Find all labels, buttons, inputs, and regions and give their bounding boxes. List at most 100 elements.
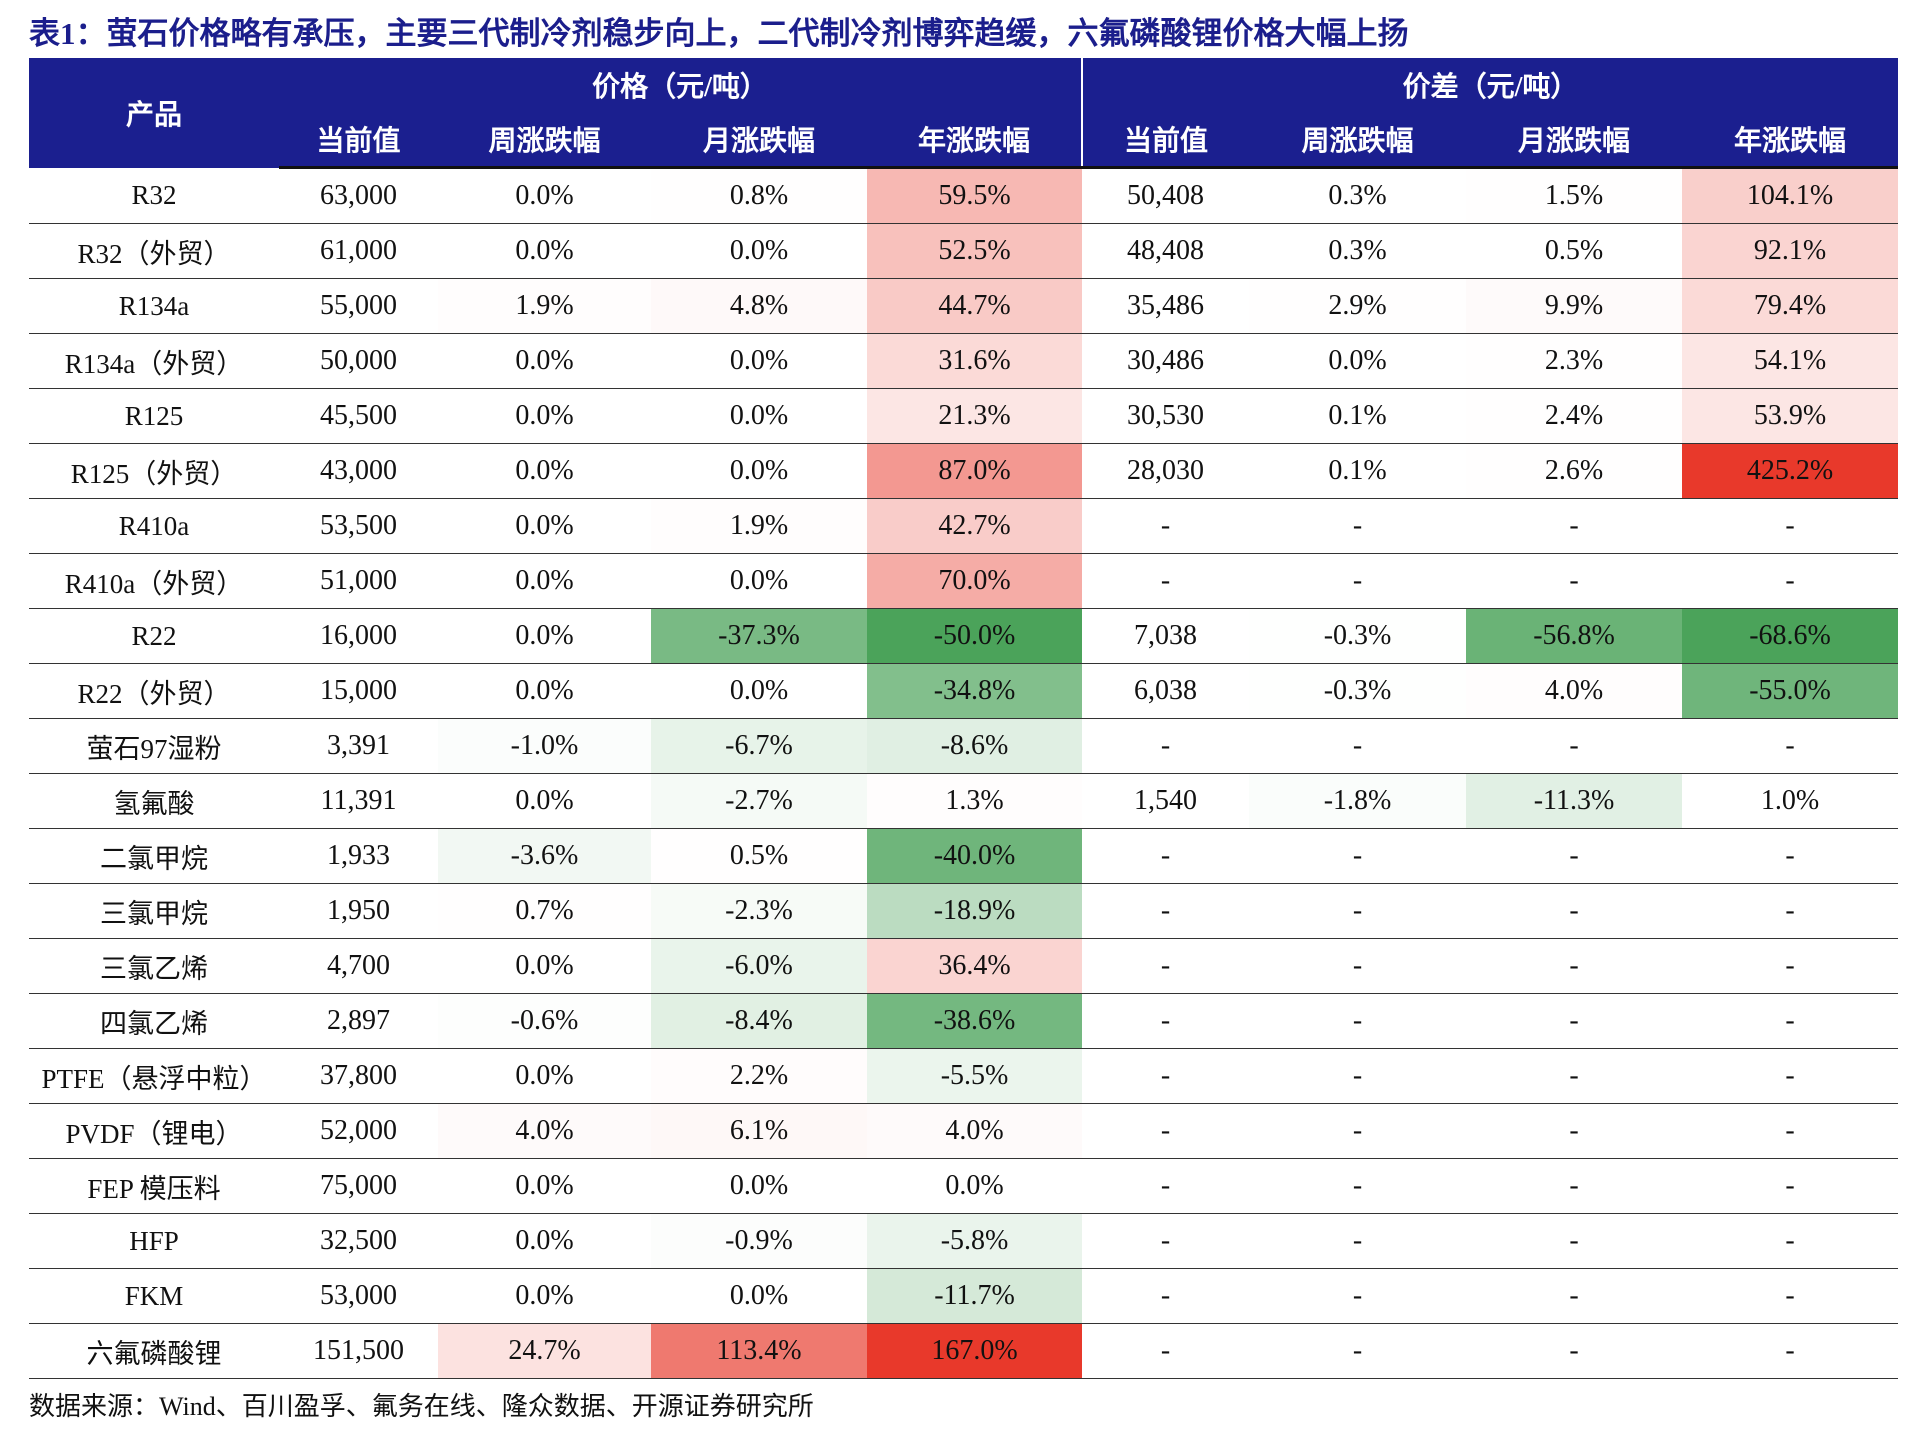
table-row: R125（外贸） 43,000 0.0% 0.0% 87.0% 28,030 0.1% 2.6… <box>29 443 1899 499</box>
table-cell: -40.0% <box>867 828 1083 884</box>
table-cell: - <box>1466 993 1683 1049</box>
table-cell: -8.4% <box>651 993 867 1049</box>
table-cell: 0.3% <box>1249 167 1467 224</box>
table-cell: 四氯乙烯 <box>29 993 279 1049</box>
table-cell: 87.0% <box>867 443 1083 499</box>
table-cell: 萤石97湿粉 <box>29 718 279 774</box>
table-cell: 37,800 <box>279 1048 438 1104</box>
table-cell: -2.3% <box>651 883 867 939</box>
table-cell: 0.1% <box>1249 388 1467 444</box>
table-cell: - <box>1082 553 1250 609</box>
table-cell: R32（外贸） <box>29 223 279 279</box>
table-cell: 0.0% <box>438 773 651 829</box>
table-cell: - <box>1249 498 1467 554</box>
table-cell: - <box>1249 1103 1467 1159</box>
table-cell: 63,000 <box>279 167 438 224</box>
table-cell: 0.0% <box>651 553 867 609</box>
table-cell: - <box>1466 1158 1683 1214</box>
table-cell: - <box>1682 553 1899 609</box>
table-cell: -37.3% <box>651 608 867 664</box>
table-cell: 0.0% <box>438 1268 651 1324</box>
table-cell: 4.0% <box>1466 663 1683 719</box>
table-row: R410a（外贸） 51,000 0.0% 0.0% 70.0% - - - - <box>29 553 1899 609</box>
data-table: 产品 价格（元/吨） 价差（元/吨） 当前值 周涨跌幅 月涨跌幅 年涨跌幅 当前值 周涨跌… <box>29 58 1899 1379</box>
table-cell: 7,038 <box>1082 608 1250 664</box>
table-cell: - <box>1249 718 1467 774</box>
table-cell: 53.9% <box>1682 388 1899 444</box>
table-cell: 0.0% <box>651 663 867 719</box>
table-cell: 1.3% <box>867 773 1083 829</box>
table-cell: - <box>1682 718 1899 774</box>
table-cell: 2.6% <box>1466 443 1683 499</box>
table-cell: - <box>1682 1103 1899 1159</box>
table-cell: 1,933 <box>279 828 438 884</box>
table-cell: - <box>1249 1323 1467 1379</box>
table-cell: - <box>1249 883 1467 939</box>
sub-header: 周涨跌幅 <box>438 112 651 169</box>
table-cell: - <box>1682 1048 1899 1104</box>
group-header: 价格（元/吨） <box>279 58 1084 112</box>
table-cell: R125（外贸） <box>29 443 279 499</box>
table-cell: -1.0% <box>438 718 651 774</box>
table-cell: - <box>1466 1323 1683 1379</box>
table-cell: 0.0% <box>438 498 651 554</box>
sub-header: 月涨跌幅 <box>651 112 867 169</box>
table-cell: 104.1% <box>1682 167 1899 224</box>
table-cell: 0.0% <box>651 388 867 444</box>
table-cell: 54.1% <box>1682 333 1899 389</box>
sub-header: 当前值 <box>279 112 438 169</box>
table-row: PVDF（锂电） 52,000 4.0% 6.1% 4.0% - - - - <box>29 1103 1899 1159</box>
table-cell: -1.8% <box>1249 773 1467 829</box>
table-cell: - <box>1082 1103 1250 1159</box>
table-cell: R134a <box>29 278 279 334</box>
table-row: 三氯乙烯 4,700 0.0% -6.0% 36.4% - - - - <box>29 938 1899 994</box>
table-cell: -56.8% <box>1466 608 1683 664</box>
table-cell: 4.8% <box>651 278 867 334</box>
table-title: 表1：萤石价格略有承压，主要三代制冷剂稳步向上，二代制冷剂博弈趋缓，六氟磷酸锂价… <box>29 16 1409 51</box>
table-row: R32 63,000 0.0% 0.8% 59.5% 50,408 0.3% 1.5% 104.… <box>29 167 1899 224</box>
table-cell: 1.9% <box>438 278 651 334</box>
table-cell: 0.0% <box>651 1158 867 1214</box>
table-cell: 氢氟酸 <box>29 773 279 829</box>
table-header: 产品 价格（元/吨） 价差（元/吨） 当前值 周涨跌幅 月涨跌幅 年涨跌幅 当前值 周涨跌… <box>29 58 1899 169</box>
table-cell: R134a（外贸） <box>29 333 279 389</box>
table-cell: 0.0% <box>438 443 651 499</box>
table-cell: 0.5% <box>651 828 867 884</box>
table-cell: 36.4% <box>867 938 1083 994</box>
table-cell: -6.7% <box>651 718 867 774</box>
group-header: 价差（元/吨） <box>1082 58 1899 112</box>
table-cell: 59.5% <box>867 167 1083 224</box>
table-cell: 1,540 <box>1082 773 1250 829</box>
table-cell: - <box>1082 938 1250 994</box>
table-cell: R22 <box>29 608 279 664</box>
table-cell: 167.0% <box>867 1323 1083 1379</box>
table-cell: HFP <box>29 1213 279 1269</box>
table-cell: 30,486 <box>1082 333 1250 389</box>
table-cell: 15,000 <box>279 663 438 719</box>
table-cell: 0.0% <box>1249 333 1467 389</box>
table-cell: R410a（外贸） <box>29 553 279 609</box>
table-cell: - <box>1249 828 1467 884</box>
table-cell: -5.5% <box>867 1048 1083 1104</box>
table-cell: - <box>1466 883 1683 939</box>
table-cell: 0.5% <box>1466 223 1683 279</box>
table-cell: - <box>1249 1158 1467 1214</box>
table-cell: PTFE（悬浮中粒） <box>29 1048 279 1104</box>
table-row: R125 45,500 0.0% 0.0% 21.3% 30,530 0.1% 2.4% 53.… <box>29 388 1899 444</box>
table-cell: 48,408 <box>1082 223 1250 279</box>
table-cell: - <box>1466 1103 1683 1159</box>
table-cell: 0.0% <box>438 1158 651 1214</box>
table-cell: - <box>1466 498 1683 554</box>
table-row: 萤石97湿粉 3,391 -1.0% -6.7% -8.6% - - - - <box>29 718 1899 774</box>
header-row: 当前值 周涨跌幅 月涨跌幅 年涨跌幅 当前值 周涨跌幅 月涨跌幅 年涨跌幅 <box>29 112 1899 169</box>
table-cell: 2.3% <box>1466 333 1683 389</box>
table-cell: 0.0% <box>438 553 651 609</box>
table-cell: - <box>1082 1268 1250 1324</box>
table-cell: -38.6% <box>867 993 1083 1049</box>
table-cell: 52.5% <box>867 223 1083 279</box>
table-cell: 35,486 <box>1082 278 1250 334</box>
table-cell: 2.9% <box>1249 278 1467 334</box>
table-cell: 2.2% <box>651 1048 867 1104</box>
table-cell: -55.0% <box>1682 663 1899 719</box>
table-cell: 53,000 <box>279 1268 438 1324</box>
